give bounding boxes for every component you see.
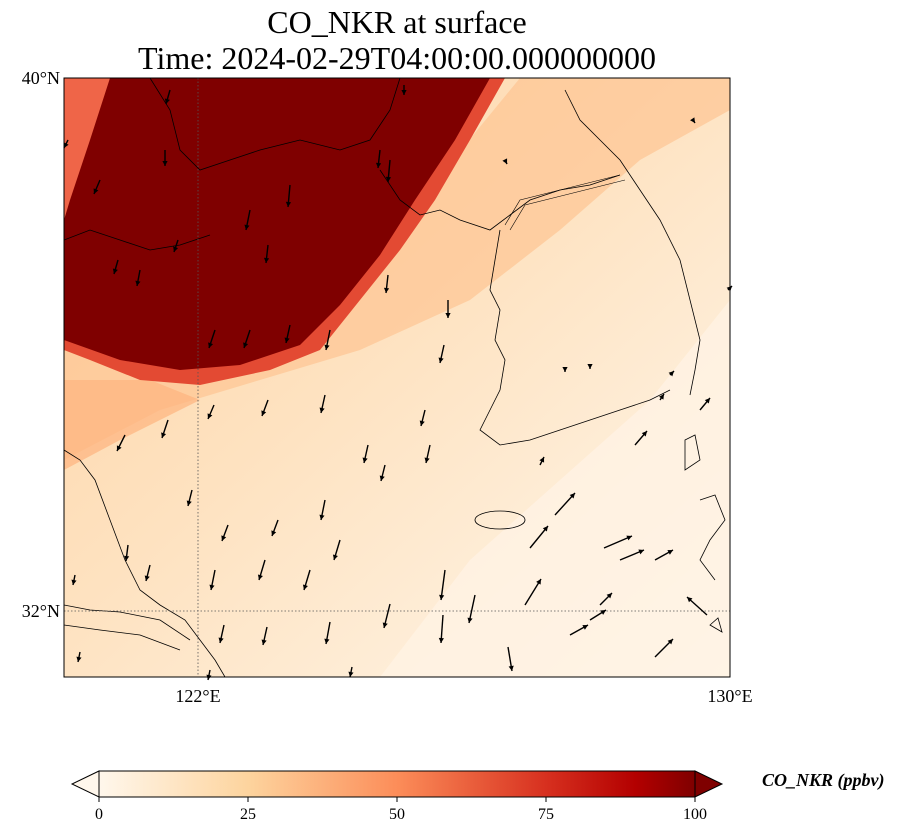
- wind-arrow-head: [445, 313, 451, 318]
- gridlines: [64, 78, 730, 677]
- colorbar-label: CO_NKR (ppbv): [762, 770, 885, 790]
- wind-arrow-head: [348, 671, 354, 677]
- wind-arrow-head: [257, 574, 263, 580]
- wind-arrow-head: [319, 407, 325, 413]
- wind-arrow-head: [438, 357, 444, 363]
- wind-arrow-head: [704, 398, 710, 404]
- wind-arrow-head: [208, 342, 214, 348]
- wind-arrow-head: [638, 549, 644, 555]
- wind-arrow-head: [606, 593, 612, 599]
- wind-arrow-head: [63, 142, 69, 148]
- colorbar-tick-75: 75: [538, 806, 554, 823]
- wind-arrow-head: [302, 584, 308, 590]
- wind-arrow-head: [667, 639, 673, 645]
- wind-arrow-head: [261, 410, 267, 416]
- wind-arrow-head: [726, 286, 732, 292]
- wind-arrow-head: [690, 117, 695, 123]
- wind-arrow-head: [112, 268, 118, 274]
- wind-arrow-head: [667, 550, 673, 555]
- wind-arrow-head: [659, 394, 664, 400]
- wind-arrow-head: [164, 98, 170, 104]
- lat-label-32n: 32°N: [21, 601, 60, 621]
- wind-arrow-head: [93, 188, 99, 194]
- map-title-line1: CO_NKR at surface: [267, 4, 527, 40]
- wind-arrow-head: [332, 554, 338, 560]
- colorbar-max-extend: [694, 770, 724, 798]
- wind-arrow-head: [375, 162, 382, 168]
- wind-arrow-head: [382, 622, 388, 628]
- concentration-field: [64, 78, 730, 677]
- wind-arrow-head: [439, 594, 445, 600]
- wind-arrow-head: [383, 287, 390, 293]
- map-frame: [63, 77, 731, 678]
- wind-arrow-head: [135, 280, 141, 286]
- wind-arrow-head: [243, 342, 249, 348]
- wind-arrow-head: [285, 201, 292, 207]
- wind-arrow-head: [71, 579, 77, 585]
- wind-arrow-head: [626, 535, 632, 541]
- wind-arrow-head: [438, 637, 444, 643]
- wind-arrow-head: [641, 431, 647, 437]
- wind-arrow-head: [379, 475, 385, 481]
- wind-arrow-head: [668, 371, 674, 377]
- wind-arrow-shaft: [440, 569, 446, 601]
- wind-arrow-head: [582, 625, 588, 630]
- wind-arrow-head: [385, 176, 392, 182]
- wind-arrow-head: [539, 457, 545, 463]
- wind-arrow-head: [173, 246, 179, 252]
- wind-arrow-head: [76, 656, 82, 662]
- colorbar-tick-50: 50: [389, 806, 405, 823]
- wind-arrow-head: [144, 575, 150, 581]
- lon-label-130e: 130°E: [707, 686, 753, 706]
- wind-arrow-head: [508, 665, 514, 671]
- wind-arrow-head: [687, 597, 693, 603]
- wind-arrow-head: [209, 584, 215, 590]
- wind-arrow-head: [263, 257, 270, 263]
- wind-arrow-head: [162, 161, 168, 166]
- wind-arrow-head: [502, 158, 508, 164]
- wind-arrow-head: [124, 555, 130, 561]
- wind-arrow-head: [401, 90, 407, 95]
- wind-arrow-head: [221, 535, 227, 541]
- lat-label-40n: 40°N: [21, 68, 60, 88]
- wind-arrow-head: [324, 638, 330, 644]
- colorbar-tick-100: 100: [683, 806, 707, 823]
- colorbar-min-extend: [70, 770, 100, 798]
- wind-arrow-head: [587, 364, 593, 369]
- wind-arrow-head: [467, 617, 473, 623]
- wind-arrow-head: [600, 610, 606, 615]
- wind-arrow-head: [186, 500, 192, 506]
- wind-arrow-head: [319, 514, 325, 520]
- wind-arrow-head: [271, 530, 277, 536]
- wind-arrow-shaft: [603, 535, 633, 549]
- wind-arrow-head: [424, 457, 430, 463]
- wind-arrow-head: [218, 637, 224, 643]
- map-title-line2: Time: 2024-02-29T04:00:00.000000000: [138, 40, 656, 76]
- wind-arrow-head: [542, 526, 548, 532]
- wind-arrow-shaft: [524, 578, 542, 606]
- wind-arrow-head: [161, 432, 167, 438]
- wind-arrow-head: [261, 639, 267, 645]
- wind-arrow-head: [244, 224, 250, 230]
- wind-arrow-head: [419, 420, 425, 426]
- colorbar-gradient: [99, 771, 695, 797]
- wind-arrow-head: [562, 367, 568, 372]
- wind-arrow-head: [324, 344, 330, 350]
- wind-arrow-head: [569, 493, 575, 499]
- wind-arrow-head: [207, 413, 213, 419]
- wind-arrow-head: [116, 445, 122, 451]
- wind-vectors: [63, 85, 733, 681]
- colorbar: [70, 770, 724, 802]
- wind-arrow-head: [362, 457, 368, 463]
- colorbar-tick-0: 0: [95, 806, 103, 823]
- wind-arrow-head: [284, 337, 290, 343]
- coastlines: [64, 78, 726, 677]
- lon-label-122e: 122°E: [175, 686, 221, 706]
- colorbar-tick-25: 25: [240, 806, 256, 823]
- wind-arrow-head: [536, 579, 541, 585]
